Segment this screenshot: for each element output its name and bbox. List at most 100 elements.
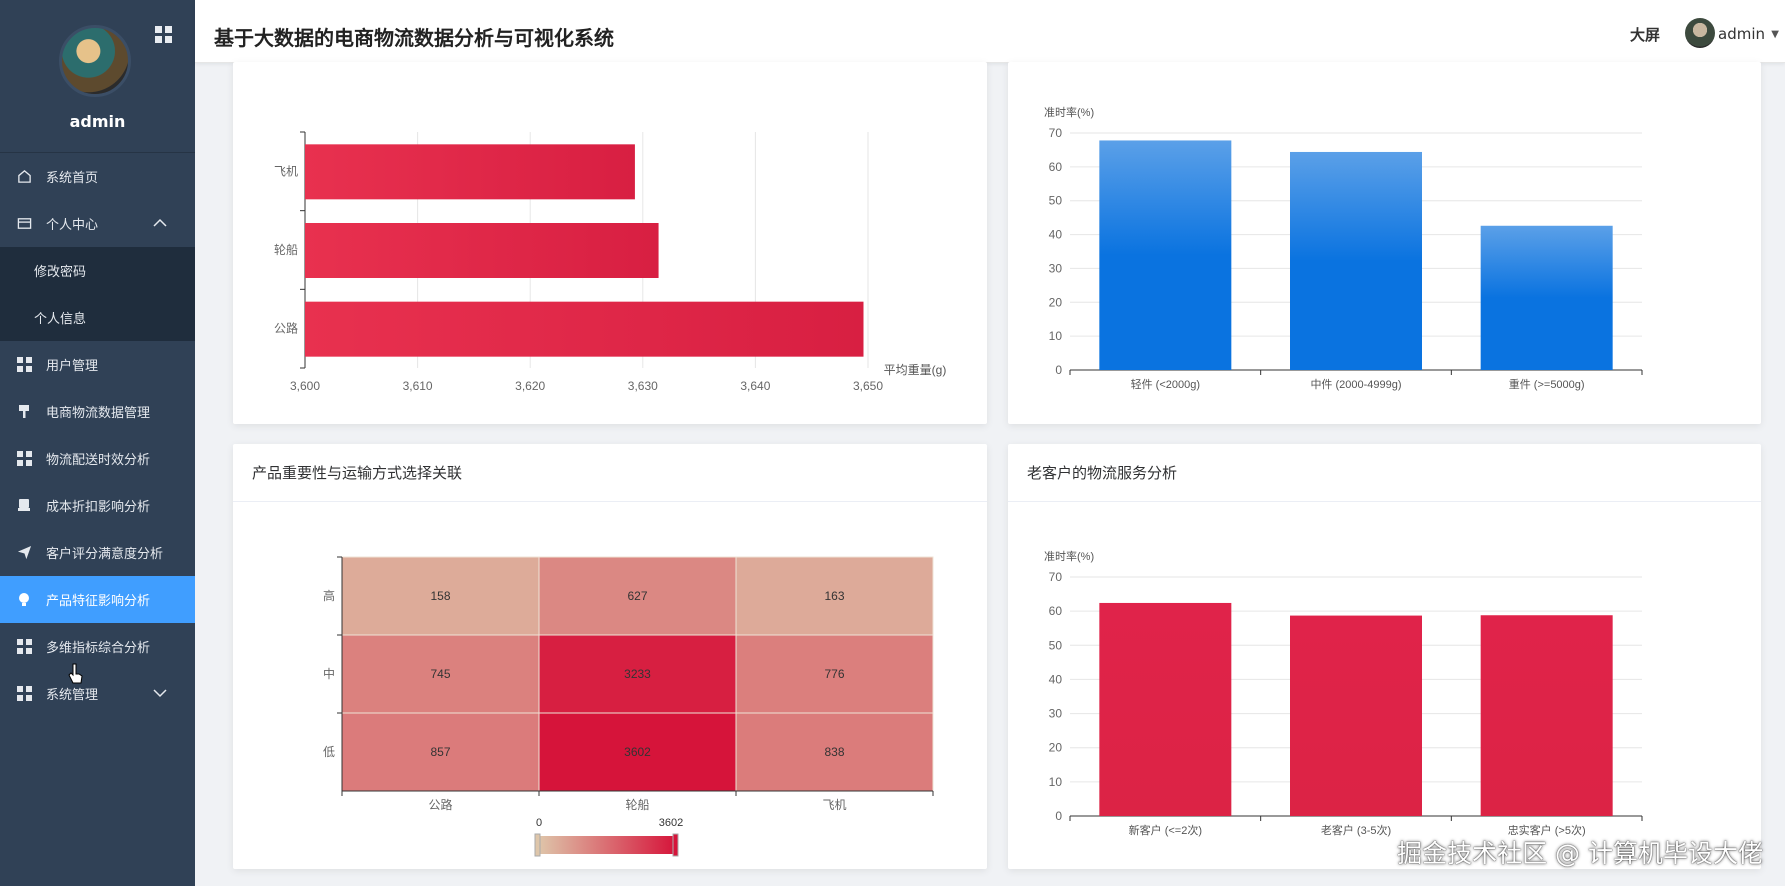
sidebar-item-label: 个人信息 [34, 312, 87, 327]
y-tick-label: 轮船 [274, 243, 298, 257]
grid-icon [16, 639, 32, 655]
send-icon [16, 545, 32, 561]
sidebar-item-home[interactable]: 系统首页 [0, 153, 195, 200]
heatmap-cell-value: 3233 [624, 667, 651, 681]
home-icon [16, 169, 32, 185]
heatmap-cell [538, 556, 737, 636]
y-tick-label: 30 [1049, 261, 1063, 275]
y-tick-label: 高 [323, 588, 335, 603]
y-axis-label: 准时率(%) [1044, 549, 1094, 563]
x-tick-label: 轮船 [625, 798, 649, 812]
printer-icon [16, 498, 32, 514]
sidebar-item-product-features[interactable]: 产品特征影响分析 [0, 576, 195, 623]
sidebar-item-label: 个人中心 [46, 218, 99, 233]
bigscreen-link[interactable]: 大屏 [1629, 26, 1660, 44]
chevron-up-icon [153, 217, 167, 231]
x-tick-label: 忠实客户 (>5次) [1508, 823, 1586, 837]
heatmap-cell [735, 712, 934, 792]
visualmap-handle [672, 833, 679, 857]
y-tick-label: 0 [1055, 809, 1062, 823]
y-tick-label: 70 [1049, 126, 1063, 140]
y-tick-label: 70 [1049, 570, 1063, 584]
visualmap-bar [538, 836, 676, 854]
bar [1099, 602, 1232, 816]
card-title: 老客户的物流服务分析 [1027, 464, 1178, 482]
x-tick-label: 飞机 [822, 798, 846, 812]
sidebar-item-label: 多维指标综合分析 [46, 641, 151, 656]
bar [1480, 225, 1613, 370]
x-tick-label: 公路 [428, 797, 452, 812]
sidebar-item-customer-rating[interactable]: 客户评分满意度分析 [0, 529, 195, 576]
y-tick-label: 20 [1049, 295, 1063, 309]
bar [1480, 615, 1613, 816]
ontime-by-weight-chart: 准时率(%) 0 10 20 30 40 50 60 70 轻件 (<2000g) 中件 (2000… [1044, 105, 1643, 391]
sidebar-item-label: 产品特征影响分析 [46, 594, 151, 609]
bar [305, 223, 659, 278]
weight-by-transport-chart: 3,600 3,610 3,620 3,630 3,640 3,650 飞机轮船公路平均重量… [274, 131, 947, 393]
sidebar-item-label: 系统管理 [46, 688, 99, 703]
avatar[interactable] [59, 25, 131, 97]
x-axis-label: 平均重量(g) [884, 363, 947, 377]
page-title: 基于大数据的电商物流数据分析与可视化系统 [214, 26, 614, 50]
card-title: 产品重要性与运输方式选择关联 [252, 464, 463, 482]
avatar[interactable] [1685, 18, 1715, 48]
x-tick-label: 3,620 [515, 379, 545, 393]
heatmap-cell-value: 627 [627, 589, 647, 603]
sidebar-item-label: 成本折扣影响分析 [46, 500, 151, 515]
sidebar-item-label: 客户评分满意度分析 [46, 547, 164, 562]
sidebar-item-change-password[interactable]: 修改密码 [0, 247, 195, 294]
sidebar-profile: admin [0, 0, 195, 153]
sidebar-item-personal-info[interactable]: 个人信息 [0, 294, 195, 341]
sidebar-item-cost-discount[interactable]: 成本折扣影响分析 [0, 482, 195, 529]
lightbulb-icon [16, 592, 32, 608]
sidebar-item-multi-dimension[interactable]: 多维指标综合分析 [0, 623, 195, 670]
bar [305, 144, 635, 200]
grid-icon[interactable] [155, 26, 173, 44]
bar [1290, 151, 1422, 370]
heatmap-cell-value: 776 [824, 667, 844, 681]
y-tick-label: 10 [1049, 329, 1063, 343]
x-tick-label: 3,600 [290, 379, 320, 393]
ontime-by-weight-card: 准时率(%) 0 10 20 30 40 50 60 70 轻件 (<2000g) 中件 (2000… [1008, 62, 1761, 424]
y-tick-label: 中 [323, 666, 335, 681]
visualmap-max-label: 3602 [659, 817, 683, 829]
sidebar-item-user-management[interactable]: 用户管理 [0, 341, 195, 388]
y-axis-label: 准时率(%) [1044, 105, 1094, 119]
x-tick-label: 中件 (2000-4999g) [1310, 378, 1401, 391]
heatmap-cell [538, 634, 737, 714]
sidebar-item-logistics-data[interactable]: 电商物流数据管理 [0, 388, 195, 435]
y-tick-label: 40 [1049, 672, 1063, 686]
sidebar-item-label: 系统首页 [46, 171, 99, 186]
card-divider [233, 501, 987, 502]
sidebar-item-system-management[interactable]: 系统管理 [0, 670, 195, 717]
bar [305, 301, 864, 357]
grid-icon [16, 357, 32, 373]
y-tick-label: 0 [1055, 363, 1062, 377]
sidebar-item-delivery-timeliness[interactable]: 物流配送时效分析 [0, 435, 195, 482]
y-tick-label: 60 [1049, 160, 1063, 174]
sidebar-item-label: 用户管理 [46, 359, 99, 374]
x-tick-label: 轻件 (<2000g) [1131, 377, 1200, 391]
sidebar-menu: 系统首页 个人中心 修改密码 个人信息 用户管理 电商物流数据管理 物流配送时效… [0, 153, 195, 717]
heatmap-cell [735, 556, 934, 636]
bar [1290, 615, 1422, 816]
y-tick-label: 60 [1049, 604, 1063, 618]
weight-by-transport-card: 3,600 3,610 3,620 3,630 3,640 3,650 飞机 轮船 公路 平均重量… [233, 62, 987, 424]
loyal-customer-card: 老客户的物流服务分析 准时率(%) 0 10 20 30 40 50 60 70 新客户 (<=2… [1008, 444, 1761, 869]
heatmap-cell-value: 158 [430, 589, 450, 603]
user-menu[interactable]: admin [1718, 25, 1765, 43]
sidebar-item-personal-center[interactable]: 个人中心 [0, 200, 195, 247]
sidebar-username: admin [69, 112, 126, 131]
heatmap-cell-value: 857 [430, 745, 450, 759]
heatmap-cell-value: 838 [824, 745, 844, 759]
sidebar-item-label: 修改密码 [34, 265, 87, 280]
x-tick-label: 3,610 [403, 379, 433, 393]
y-tick-label: 30 [1049, 707, 1063, 721]
x-tick-label: 3,640 [740, 379, 770, 393]
heatmap-cell [341, 712, 540, 792]
visualmap-handle [534, 833, 541, 857]
x-tick-label: 新客户 (<=2次) [1129, 823, 1202, 837]
y-tick-label: 40 [1049, 228, 1063, 242]
caret-down-icon[interactable]: ▼ [1771, 29, 1779, 40]
brush-icon [16, 404, 32, 420]
